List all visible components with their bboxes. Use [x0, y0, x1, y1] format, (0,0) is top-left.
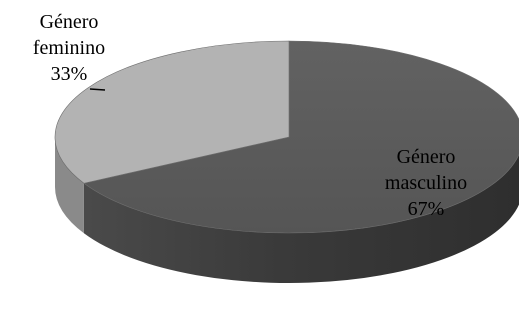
- slice-top-1: [54, 40, 290, 184]
- leader-lines: [89, 88, 106, 91]
- slice-top-0: [83, 40, 519, 234]
- slice-percent-label-0: 67%: [408, 198, 445, 220]
- slice-labels: Género masculino 67% Género feminino 33%: [33, 11, 467, 220]
- slice-percent-label-1: 33%: [51, 63, 88, 85]
- slice-side-0: [83, 154, 519, 284]
- slice-label-0-line-0: Género: [397, 146, 456, 168]
- leader-line-1: [89, 88, 106, 91]
- slice-label-1-line-1: feminino: [33, 37, 105, 59]
- pie-top-faces: [54, 40, 519, 234]
- slice-label-0-line-1: masculino: [385, 172, 467, 194]
- slice-label-1-line-0: Género: [40, 11, 99, 33]
